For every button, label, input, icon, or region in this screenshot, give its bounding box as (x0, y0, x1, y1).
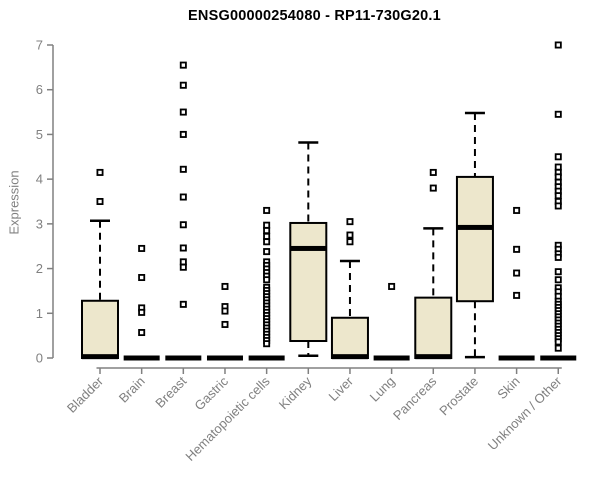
box-kidney (289, 221, 328, 343)
median-line (165, 355, 202, 361)
outlier-point (263, 206, 271, 214)
x-tick-label: Skin (494, 374, 522, 402)
median-line (206, 355, 243, 361)
y-tick-label: 5 (36, 127, 43, 142)
median-line (248, 355, 285, 361)
median-line (373, 355, 410, 361)
chart-title: ENSG00000254080 - RP11-730G20.1 (188, 8, 441, 24)
median-line (456, 224, 493, 230)
outlier-point (346, 238, 354, 246)
box-prostate (455, 175, 494, 303)
outlier-point (179, 81, 187, 89)
outlier-point (179, 193, 187, 201)
outlier-point (346, 231, 354, 239)
outlier-point (179, 61, 187, 69)
outlier-point (554, 192, 562, 200)
outlier-point (179, 130, 187, 138)
outlier-point (179, 221, 187, 229)
x-tick-label: Breast (152, 373, 189, 410)
outlier-point (138, 274, 146, 282)
median-line (123, 355, 160, 361)
box-bladder (81, 299, 119, 360)
x-tick-label: Lung (367, 374, 398, 405)
y-tick-label: 7 (36, 38, 43, 53)
median-line (540, 355, 577, 361)
outlier-point (138, 329, 146, 337)
outlier-point (221, 307, 229, 315)
outlier-point (554, 163, 562, 171)
outlier-point (263, 276, 271, 284)
y-tick-label: 0 (36, 351, 43, 366)
box-liver (330, 316, 369, 359)
outlier-point (179, 263, 187, 271)
outlier-point (263, 232, 271, 240)
outlier-point (221, 320, 229, 328)
x-tick-label: Brain (116, 374, 148, 406)
outlier-point (554, 253, 562, 261)
y-tick-label: 4 (36, 172, 43, 187)
outlier-point (429, 184, 437, 192)
y-axis-label: Expression (6, 170, 22, 235)
x-tick-label: Unknown / Other (485, 373, 565, 453)
median-line (415, 354, 452, 360)
outlier-point (554, 153, 562, 161)
median-line (331, 354, 368, 360)
median-line (498, 355, 535, 361)
outlier-point (179, 165, 187, 173)
outlier-point (263, 248, 271, 256)
x-tick-label: Bladder (64, 373, 107, 416)
outlier-point (513, 291, 521, 299)
outlier-point (554, 276, 562, 284)
outlier-point (554, 268, 562, 276)
outlier-point (138, 308, 146, 316)
outlier-point (513, 269, 521, 277)
outlier-point (263, 227, 271, 235)
box-pancreas (414, 296, 453, 359)
outlier-point (554, 41, 562, 49)
outlier-point (179, 300, 187, 308)
median-line (290, 245, 327, 251)
outlier-point (263, 221, 271, 229)
outlier-point (429, 168, 437, 176)
x-tick-label: Prostate (436, 374, 481, 419)
outlier-point (96, 197, 104, 205)
outlier-point (263, 340, 271, 348)
x-tick-label: Pancreas (390, 373, 440, 423)
x-tick-label: Kidney (276, 373, 315, 412)
outlier-point (179, 258, 187, 266)
outlier-point (554, 110, 562, 118)
outlier-point (179, 108, 187, 116)
outlier-point (554, 173, 562, 181)
outlier-point (221, 282, 229, 290)
outlier-point (346, 218, 354, 226)
outlier-point (388, 282, 396, 290)
y-tick-label: 2 (36, 261, 43, 276)
y-tick-label: 3 (36, 216, 43, 231)
outlier-point (96, 168, 104, 176)
outlier-point (554, 202, 562, 210)
x-tick-label: Liver (326, 373, 357, 404)
median-line (82, 354, 118, 360)
outlier-point (554, 338, 562, 346)
outlier-point (138, 244, 146, 252)
outlier-point (263, 238, 271, 246)
y-tick-label: 6 (36, 82, 43, 97)
outlier-point (513, 245, 521, 253)
outlier-point (179, 244, 187, 252)
y-tick-label: 1 (36, 306, 43, 321)
x-tick-label: Gastric (191, 373, 231, 413)
outlier-point (554, 344, 562, 352)
outlier-point (513, 206, 521, 214)
